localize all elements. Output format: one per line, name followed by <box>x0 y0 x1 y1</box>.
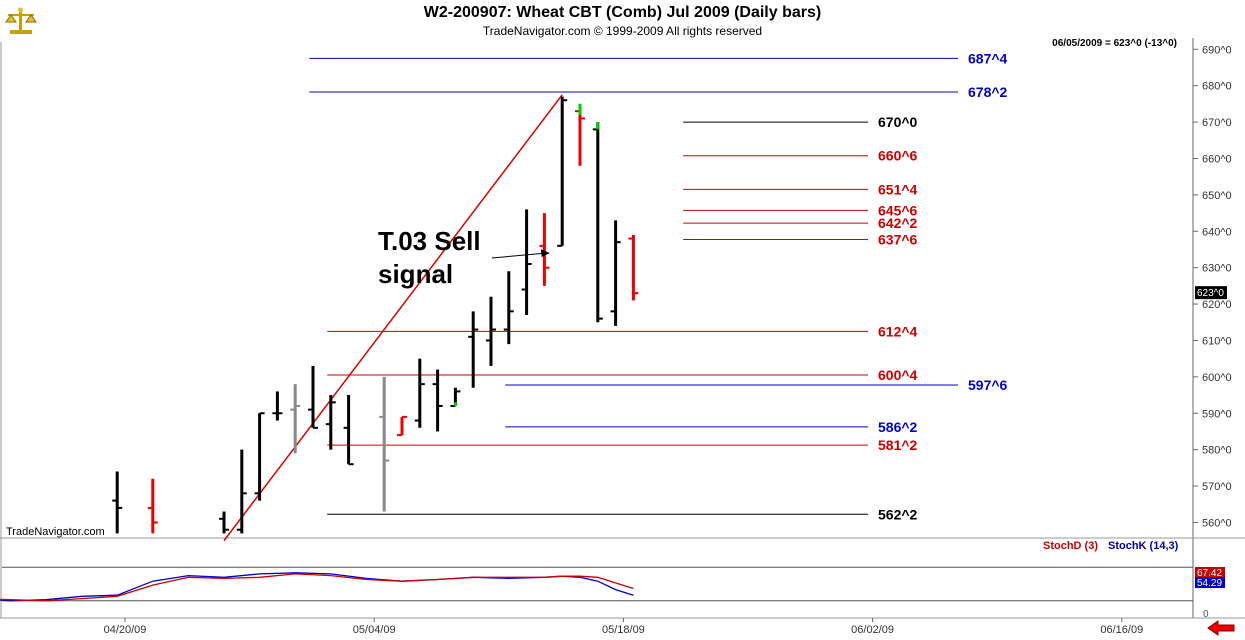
date-tick-label: 05/04/09 <box>353 624 396 636</box>
date-tick-label: 06/16/09 <box>1100 624 1143 636</box>
level-label: 597^6 <box>968 377 1008 393</box>
ohlc-bar <box>414 358 425 428</box>
last-price-status: 06/05/2009 = 623^0 (-13^0) <box>1052 38 1177 49</box>
stoch-d-legend: StochD (3) <box>1043 540 1098 552</box>
copyright-subtitle: TradeNavigator.com © 1999-2009 All right… <box>482 24 763 38</box>
date-tick-label: 05/18/09 <box>602 624 645 636</box>
last-price-label: 623^0 <box>1197 288 1224 299</box>
support-resistance-levels: 687^4 678^2 670^0 660^6 651^4 645^6642^2637^6… <box>309 50 1008 522</box>
price-bars <box>112 96 639 534</box>
ohlc-bar <box>272 391 283 421</box>
level-label: 600^4 <box>878 367 918 383</box>
ohlc-bar <box>325 395 336 450</box>
price-tick-label: 650^0 <box>1202 190 1232 202</box>
ohlc-bar <box>486 296 496 366</box>
arrow-shaft <box>491 252 546 259</box>
level-label: 637^6 <box>878 231 918 247</box>
date-tick-label: 04/20/09 <box>104 624 147 636</box>
price-tick-label: 620^0 <box>1202 299 1232 311</box>
ohlc-bar <box>112 471 123 534</box>
level-label: 562^2 <box>878 506 918 522</box>
level-label: 660^6 <box>878 148 918 164</box>
ohlc-bar <box>397 415 407 437</box>
date-tick-label: 06/02/09 <box>851 624 894 636</box>
ohlc-bar <box>468 311 479 388</box>
date-axis: 04/20/09 05/04/09 05/18/09 06/02/09 06/16/09… <box>104 618 1143 636</box>
price-tick-label: 570^0 <box>1202 481 1232 493</box>
price-axis: 560^0 570^0 580^0 590^0 600^0 610^0 620^0 630^0… <box>1193 44 1232 529</box>
ohlc-bar <box>521 209 532 315</box>
last-price-marker: 623^0 <box>1195 286 1227 300</box>
trend-line-segment <box>223 94 563 542</box>
price-tick-label: 600^0 <box>1202 372 1232 384</box>
ohlc-bar <box>219 511 229 534</box>
watermark: TradeNavigator.com <box>6 526 105 538</box>
level-label: 678^2 <box>968 84 1008 100</box>
stochastic-pane <box>0 566 1193 602</box>
ohlc-bar <box>308 365 318 429</box>
signal-annotation-line1: T.03 Sell <box>378 226 481 256</box>
ohlc-bar <box>254 412 265 501</box>
level-label: 581^2 <box>878 437 918 453</box>
price-tick-label: 640^0 <box>1202 226 1232 238</box>
signal-annotation-line2: signal <box>378 259 453 289</box>
chart-title: W2-200907: Wheat CBT (Comb) Jul 2009 (Da… <box>423 4 822 21</box>
level-label: 645^6 <box>878 202 918 218</box>
price-tick-label: 630^0 <box>1202 263 1232 275</box>
ohlc-bar <box>503 271 514 345</box>
stoch-d-line <box>0 573 634 602</box>
price-tick-label: 590^0 <box>1202 408 1232 420</box>
ohlc-bar <box>557 96 568 247</box>
ohlc-bar <box>628 234 639 301</box>
ohlc-bar <box>539 213 550 286</box>
price-tick-label: 610^0 <box>1202 335 1232 347</box>
level-label: 670^0 <box>878 114 918 130</box>
ohlc-bar <box>236 449 247 534</box>
stoch-k-value: 54.29 <box>1197 578 1222 589</box>
level-label: 612^4 <box>878 323 918 339</box>
level-label: 651^4 <box>878 181 918 197</box>
price-tick-label: 580^0 <box>1202 445 1232 457</box>
price-tick-label: 690^0 <box>1202 44 1232 56</box>
ohlc-bar <box>610 220 621 326</box>
trend-line <box>223 94 563 542</box>
ohlc-bar <box>343 395 354 466</box>
price-tick-label: 670^0 <box>1202 117 1232 129</box>
stoch-zero-label: 0 <box>1203 609 1209 620</box>
scroll-left-arrow-icon[interactable] <box>1206 620 1236 636</box>
price-tick-label: 680^0 <box>1202 81 1232 93</box>
stoch-k-value-box <box>1195 577 1225 588</box>
level-label: 586^2 <box>878 419 918 435</box>
level-label: 687^4 <box>968 50 1008 66</box>
ohlc-bar <box>147 478 158 534</box>
stoch-k-legend: StochK (14,3) <box>1108 540 1179 552</box>
ohlc-bar <box>592 122 603 323</box>
signal-arrow <box>491 249 550 259</box>
scales-logo-icon <box>5 7 37 34</box>
ohlc-bar <box>432 369 443 432</box>
arrow-head <box>540 249 550 258</box>
price-tick-label: 560^0 <box>1202 517 1232 529</box>
price-tick-label: 660^0 <box>1202 153 1232 165</box>
ohlc-bar <box>379 376 390 512</box>
ohlc-bar <box>290 384 301 454</box>
level-label: 642^2 <box>878 215 918 231</box>
stoch-d-value: 67.42 <box>1197 568 1222 579</box>
stoch-d-value-box <box>1195 567 1225 578</box>
